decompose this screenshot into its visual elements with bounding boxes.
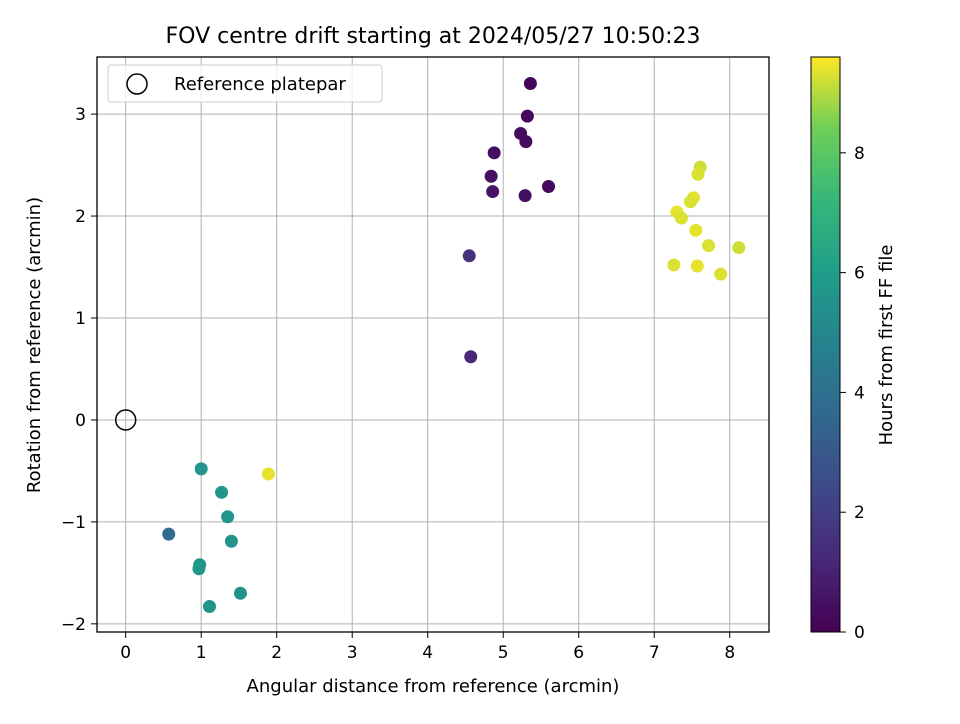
data-point <box>732 241 746 255</box>
legend-marker-reference <box>126 73 148 95</box>
colorbar-tick-label: 8 <box>854 144 865 164</box>
x-tick-label: 8 <box>724 643 735 663</box>
colorbar: 0 2 4 6 8 Hours from first FF file <box>810 56 897 643</box>
x-tick-label: 4 <box>422 643 433 663</box>
x-tick-label: 0 <box>120 643 131 663</box>
chart-title: FOV centre drift starting at 2024/05/27 … <box>166 24 701 49</box>
x-tick-label: 7 <box>649 643 660 663</box>
data-point <box>690 259 704 273</box>
data-point <box>215 485 229 499</box>
data-point <box>519 135 533 149</box>
x-tick-label: 2 <box>271 643 282 663</box>
data-point <box>518 189 532 203</box>
data-point <box>542 179 556 193</box>
data-points <box>114 77 746 614</box>
data-point <box>464 350 478 364</box>
data-point <box>689 223 703 237</box>
y-tick-label: 3 <box>75 105 86 125</box>
colorbar-tick-label: 4 <box>854 383 865 403</box>
data-point <box>487 146 501 160</box>
colorbar-tick-label: 0 <box>854 623 865 643</box>
data-point <box>667 258 681 272</box>
colorbar-tick-label: 2 <box>854 503 865 523</box>
data-point <box>224 534 238 548</box>
y-tick-label: −2 <box>61 615 86 635</box>
data-point <box>194 462 208 476</box>
data-point <box>484 169 498 183</box>
x-tick-label: 1 <box>196 643 207 663</box>
data-point <box>683 195 697 209</box>
y-axis-label: Rotation from reference (arcmin) <box>24 197 45 493</box>
legend-label-reference: Reference platepar <box>174 74 346 95</box>
data-point <box>691 167 705 181</box>
data-point <box>702 239 716 253</box>
data-point <box>523 77 537 91</box>
data-point <box>486 185 500 199</box>
y-tick-label: 2 <box>75 207 86 227</box>
data-point <box>221 510 235 524</box>
data-point <box>261 467 275 481</box>
data-point <box>714 267 728 281</box>
x-tick-label: 3 <box>347 643 358 663</box>
y-tick-label: −1 <box>61 513 86 533</box>
axis-ticks: 0 1 2 3 4 5 6 7 8 −2 −1 0 1 2 3 <box>61 105 735 663</box>
reference-platepar-marker <box>114 409 137 431</box>
data-point <box>520 109 534 123</box>
legend-box <box>107 64 383 103</box>
legend: Reference platepar <box>107 64 383 103</box>
data-point <box>162 527 176 541</box>
y-tick-label: 1 <box>75 309 86 329</box>
y-tick-label: 0 <box>75 411 86 431</box>
x-tick-label: 6 <box>573 643 584 663</box>
colorbar-label: Hours from first FF file <box>876 245 897 446</box>
colorbar-ticks: 0 2 4 6 8 <box>840 144 865 643</box>
colorbar-gradient <box>810 56 841 633</box>
x-axis-label: Angular distance from reference (arcmin) <box>247 676 620 697</box>
data-point <box>462 249 476 263</box>
data-point <box>203 600 217 614</box>
grid-lines <box>97 57 769 632</box>
data-point <box>192 562 206 576</box>
data-point <box>233 586 247 600</box>
data-point <box>674 211 688 225</box>
x-tick-label: 5 <box>498 643 509 663</box>
plot-frame <box>96 56 770 633</box>
colorbar-tick-label: 6 <box>854 264 865 284</box>
